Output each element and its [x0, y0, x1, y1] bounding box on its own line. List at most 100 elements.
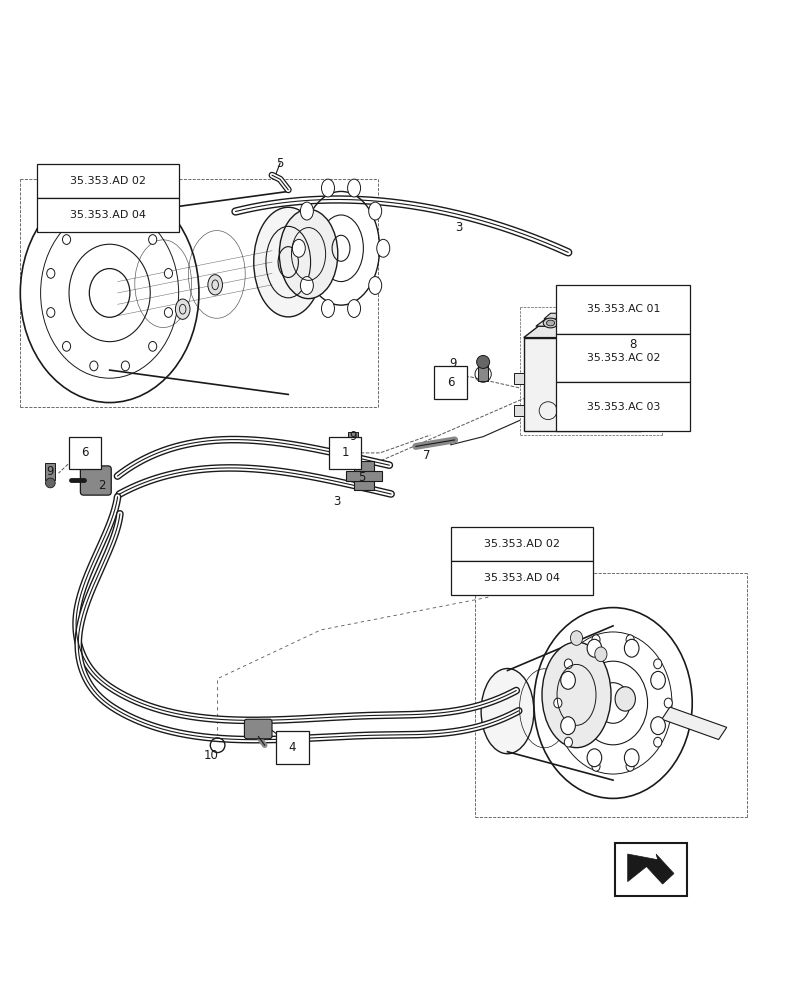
Ellipse shape: [624, 639, 638, 657]
Bar: [523, 338, 641, 431]
Text: 4: 4: [288, 741, 296, 754]
Ellipse shape: [47, 308, 55, 317]
Text: 35.353.AC 02: 35.353.AC 02: [586, 353, 659, 363]
Text: 35.353.AD 04: 35.353.AD 04: [70, 210, 145, 220]
Bar: [328, 437, 361, 469]
Bar: [513, 373, 523, 384]
Ellipse shape: [175, 299, 190, 319]
Text: 9: 9: [448, 357, 457, 370]
Ellipse shape: [90, 361, 98, 371]
Polygon shape: [627, 854, 673, 884]
Text: 5: 5: [276, 157, 284, 170]
Text: 9: 9: [46, 465, 54, 478]
Text: 5: 5: [357, 471, 365, 484]
Bar: [434, 366, 466, 398]
Ellipse shape: [121, 215, 129, 225]
Ellipse shape: [148, 341, 157, 351]
Ellipse shape: [279, 209, 337, 299]
Text: 2: 2: [97, 479, 105, 492]
Circle shape: [45, 478, 55, 488]
Bar: [36, 164, 178, 198]
Ellipse shape: [62, 235, 71, 244]
FancyBboxPatch shape: [80, 466, 111, 495]
Ellipse shape: [564, 737, 572, 747]
Bar: [513, 405, 523, 416]
Ellipse shape: [586, 639, 601, 657]
Ellipse shape: [368, 277, 381, 294]
Ellipse shape: [625, 761, 633, 771]
Ellipse shape: [300, 277, 313, 294]
Ellipse shape: [650, 671, 664, 689]
Ellipse shape: [292, 239, 305, 257]
Text: 35.353.AC 03: 35.353.AC 03: [586, 402, 659, 412]
Polygon shape: [641, 326, 655, 431]
Ellipse shape: [321, 179, 334, 197]
Text: 8: 8: [629, 338, 637, 351]
Bar: [478, 359, 487, 381]
Ellipse shape: [560, 717, 575, 735]
Polygon shape: [661, 707, 726, 740]
Bar: [45, 463, 55, 480]
Polygon shape: [523, 326, 655, 338]
Ellipse shape: [564, 659, 572, 669]
Ellipse shape: [121, 361, 129, 371]
Text: 3: 3: [454, 221, 462, 234]
Ellipse shape: [560, 671, 575, 689]
Text: 35.353.AD 02: 35.353.AD 02: [70, 176, 145, 186]
Ellipse shape: [347, 179, 360, 197]
Circle shape: [348, 453, 358, 463]
Circle shape: [476, 355, 489, 368]
Ellipse shape: [546, 320, 554, 326]
Ellipse shape: [591, 761, 599, 771]
Bar: [450, 561, 592, 595]
Text: 9: 9: [349, 430, 357, 443]
Ellipse shape: [208, 275, 222, 295]
Bar: [348, 432, 358, 455]
Ellipse shape: [624, 749, 638, 767]
Ellipse shape: [47, 269, 55, 278]
Ellipse shape: [663, 698, 672, 708]
Ellipse shape: [625, 635, 633, 645]
Ellipse shape: [253, 207, 323, 317]
Ellipse shape: [591, 635, 599, 645]
Text: 3: 3: [333, 495, 341, 508]
Ellipse shape: [321, 300, 334, 317]
Text: 35.353.AC 01: 35.353.AC 01: [586, 304, 659, 314]
Bar: [615, 843, 686, 896]
Bar: [69, 437, 101, 469]
Ellipse shape: [653, 737, 661, 747]
Text: 35.353.AD 04: 35.353.AD 04: [483, 573, 559, 583]
Polygon shape: [543, 313, 582, 319]
Bar: [345, 471, 381, 481]
Ellipse shape: [148, 235, 157, 244]
Text: 35.353.AD 02: 35.353.AD 02: [483, 539, 559, 549]
Ellipse shape: [376, 239, 389, 257]
Text: 10: 10: [204, 749, 218, 762]
Ellipse shape: [164, 269, 172, 278]
Ellipse shape: [569, 631, 582, 645]
Bar: [556, 334, 689, 382]
Ellipse shape: [164, 308, 172, 317]
Ellipse shape: [90, 215, 98, 225]
Ellipse shape: [594, 647, 607, 662]
Ellipse shape: [615, 687, 634, 711]
Circle shape: [646, 362, 663, 378]
Bar: [354, 461, 373, 490]
Ellipse shape: [575, 318, 590, 328]
Bar: [276, 731, 308, 764]
Ellipse shape: [300, 202, 313, 220]
Text: 6: 6: [81, 446, 89, 459]
Text: 6: 6: [446, 376, 454, 389]
Ellipse shape: [542, 642, 610, 748]
Bar: [556, 382, 689, 431]
Ellipse shape: [553, 698, 561, 708]
Ellipse shape: [578, 320, 586, 326]
Text: 7: 7: [422, 449, 430, 462]
Ellipse shape: [368, 202, 381, 220]
Ellipse shape: [650, 717, 664, 735]
Ellipse shape: [480, 668, 534, 754]
Polygon shape: [535, 319, 602, 326]
Ellipse shape: [543, 318, 557, 328]
Bar: [556, 285, 689, 334]
Bar: [450, 527, 592, 561]
